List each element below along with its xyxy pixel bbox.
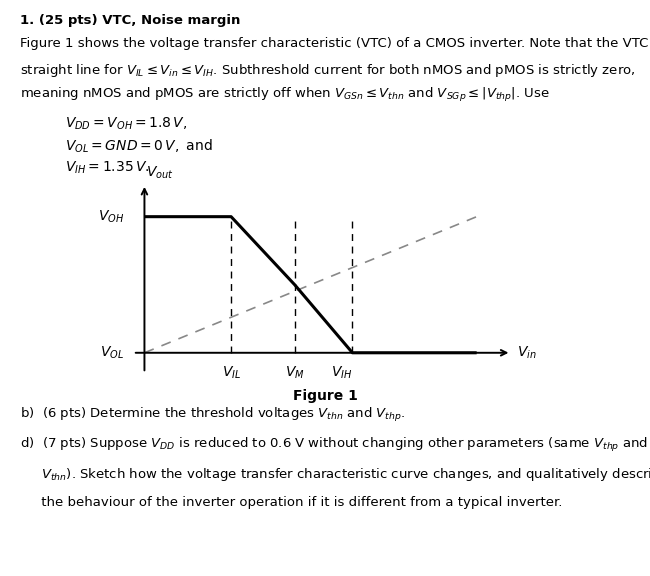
Text: $V_{in}$: $V_{in}$ xyxy=(517,344,537,361)
Text: $V_{IH} = 1.35\,V.$: $V_{IH} = 1.35\,V.$ xyxy=(65,160,150,176)
Text: $V_{out}$: $V_{out}$ xyxy=(146,165,174,181)
Text: Figure 1: Figure 1 xyxy=(292,389,358,403)
Text: 1. (25 pts) VTC, Noise margin: 1. (25 pts) VTC, Noise margin xyxy=(20,14,240,28)
Text: Figure 1 shows the voltage transfer characteristic (VTC) of a CMOS inverter. Not: Figure 1 shows the voltage transfer char… xyxy=(20,37,650,51)
Text: $V_{OL}$: $V_{OL}$ xyxy=(100,344,124,361)
Text: the behaviour of the inverter operation if it is different from a typical invert: the behaviour of the inverter operation … xyxy=(20,496,562,509)
Text: $V_{OL} = GND = 0\,V,$ and: $V_{OL} = GND = 0\,V,$ and xyxy=(65,138,213,155)
Text: straight line for $V_{IL} \leq V_{in} \leq V_{IH}$. Subthreshold current for bot: straight line for $V_{IL} \leq V_{in} \l… xyxy=(20,62,635,79)
Text: $V_{IL}$: $V_{IL}$ xyxy=(222,365,240,381)
Text: $V_M$: $V_M$ xyxy=(285,365,304,381)
Text: meaning nMOS and pMOS are strictly off when $V_{GSn} \leq V_{thn}$ and $V_{SGp} : meaning nMOS and pMOS are strictly off w… xyxy=(20,86,549,104)
Text: $V_{thn}$). Sketch how the voltage transfer characteristic curve changes, and qu: $V_{thn}$). Sketch how the voltage trans… xyxy=(20,466,650,483)
Text: $V_{DD} = V_{OH} = 1.8\,V,$: $V_{DD} = V_{OH} = 1.8\,V,$ xyxy=(65,116,187,132)
Text: b)  (6 pts) Determine the threshold voltages $V_{thn}$ and $V_{thp}$.: b) (6 pts) Determine the threshold volta… xyxy=(20,406,405,424)
Text: $V_{IH}$: $V_{IH}$ xyxy=(331,365,352,381)
Text: $V_{OH}$: $V_{OH}$ xyxy=(98,209,124,225)
Text: d)  (7 pts) Suppose $V_{DD}$ is reduced to 0.6 V without changing other paramete: d) (7 pts) Suppose $V_{DD}$ is reduced t… xyxy=(20,436,647,454)
